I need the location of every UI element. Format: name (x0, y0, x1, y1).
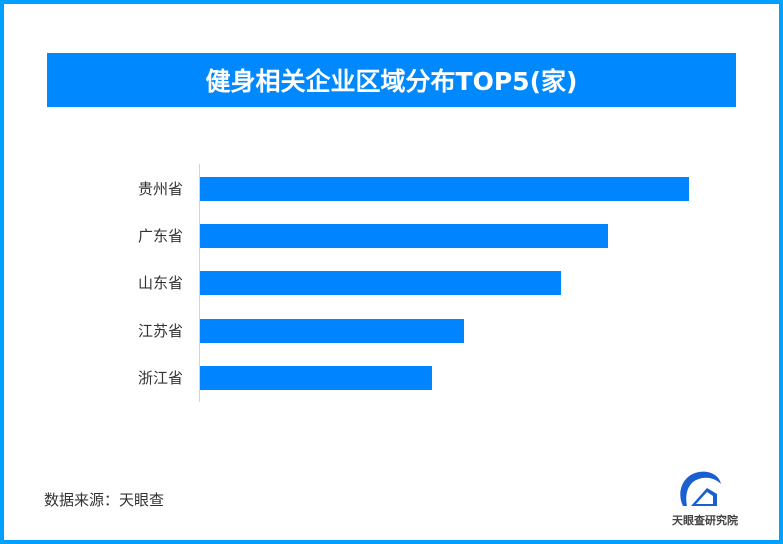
category-label: 江苏省 (137, 322, 183, 340)
bar-row-shandong: 山东省 (0, 271, 783, 295)
tianyancha-research-logo: 天眼查研究院 (655, 470, 755, 530)
bar (200, 271, 561, 295)
bar (200, 319, 464, 343)
bar-row-jiangsu: 江苏省 (0, 319, 783, 343)
chart-title: 健身相关企业区域分布TOP5(家) (205, 67, 578, 96)
logo-mark-icon (680, 471, 721, 506)
bar-row-zhejiang: 浙江省 (0, 366, 783, 390)
category-label: 山东省 (137, 274, 183, 292)
bar-row-guangdong: 广东省 (0, 224, 783, 248)
logo-text: 天眼查研究院 (672, 514, 738, 527)
bar (200, 177, 689, 201)
category-label: 浙江省 (137, 369, 183, 387)
category-label: 贵州省 (137, 180, 183, 198)
category-axis-line (199, 164, 200, 402)
title-banner: 健身相关企业区域分布TOP5(家) (47, 53, 736, 107)
bar (200, 224, 608, 248)
data-source-note: 数据来源：天眼查 (44, 491, 165, 509)
category-label: 广东省 (137, 227, 183, 245)
bar-row-guizhou: 贵州省 (0, 177, 783, 201)
bar (200, 366, 432, 390)
